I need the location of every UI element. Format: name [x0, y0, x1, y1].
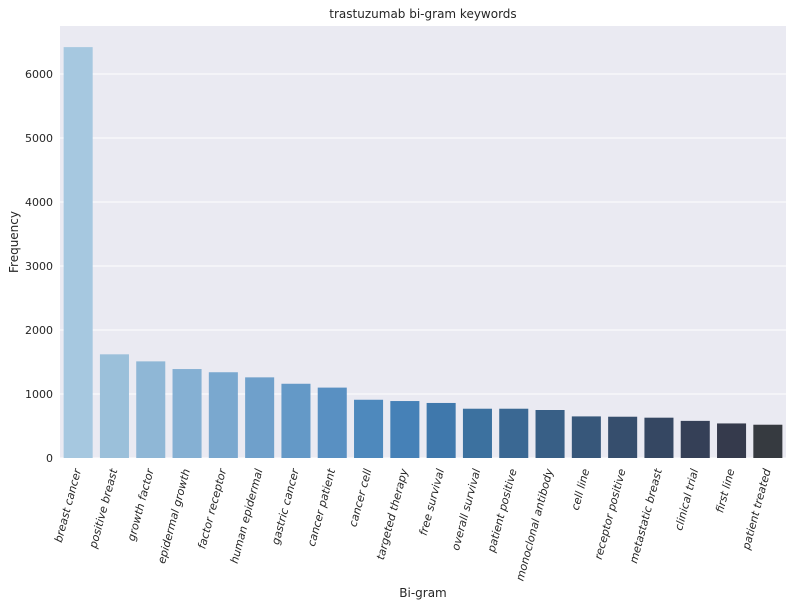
x-tick-label: overall survival — [449, 467, 483, 551]
x-tick-label: patient treated — [739, 466, 774, 552]
bar — [136, 361, 166, 458]
x-tick-label: first line — [713, 467, 737, 514]
x-tick-label: growth factor — [125, 466, 157, 543]
bar — [535, 410, 565, 458]
x-tick-label: targeted therapy — [374, 467, 411, 561]
y-tick-label: 3000 — [25, 260, 53, 273]
x-tick-label: cell line — [569, 467, 593, 511]
x-tick-label: human epidermal — [228, 467, 266, 565]
bar — [172, 369, 202, 458]
bar — [99, 354, 129, 458]
x-tick-label: cancer patient — [305, 467, 338, 548]
bar — [571, 416, 601, 458]
x-tick-label: free survival — [417, 467, 447, 537]
bar — [608, 416, 638, 458]
bar — [390, 401, 420, 458]
x-tick-label: breast cancer — [52, 466, 85, 544]
y-tick-label: 6000 — [25, 68, 53, 81]
bar — [680, 420, 710, 458]
x-tick-label: patient positive — [485, 467, 520, 554]
y-axis-title: Frequency — [7, 211, 21, 273]
x-tick-label: epidermal growth — [155, 467, 193, 565]
x-tick-labels: breast cancer positive breast growth facto… — [52, 466, 774, 582]
y-tick-labels: 0 1000 2000 3000 4000 5000 6000 — [25, 68, 53, 465]
bar — [245, 377, 275, 458]
x-tick-label: metastatic breast — [627, 467, 665, 565]
y-tick-label: 5000 — [25, 132, 53, 145]
x-tick-label: gastric cancer — [269, 466, 302, 546]
bar — [644, 417, 674, 458]
x-tick-label: factor receptor — [195, 466, 229, 550]
y-tick-label: 2000 — [25, 324, 53, 337]
plot-background — [60, 26, 786, 458]
bar — [63, 47, 93, 459]
bar — [354, 399, 384, 458]
y-tick-label: 0 — [46, 452, 53, 465]
bar — [426, 402, 456, 458]
x-tick-label: positive breast — [86, 467, 120, 551]
bar — [281, 383, 311, 458]
x-tick-label: monoclonal antibody — [513, 467, 556, 582]
bar — [462, 408, 492, 458]
bar — [717, 423, 747, 458]
bar — [499, 408, 529, 458]
chart-title: trastuzumab bi-gram keywords — [329, 7, 516, 21]
x-tick-label: receptor positive — [592, 467, 629, 561]
y-tick-label: 1000 — [25, 388, 53, 401]
x-tick-label: clinical trial — [672, 467, 701, 531]
bar — [753, 424, 783, 458]
bar — [317, 387, 347, 458]
x-axis-title: Bi-gram — [399, 586, 447, 600]
x-tick-label: cancer cell — [346, 467, 374, 528]
bar — [208, 372, 238, 458]
y-tick-label: 4000 — [25, 196, 53, 209]
bars — [63, 47, 783, 459]
